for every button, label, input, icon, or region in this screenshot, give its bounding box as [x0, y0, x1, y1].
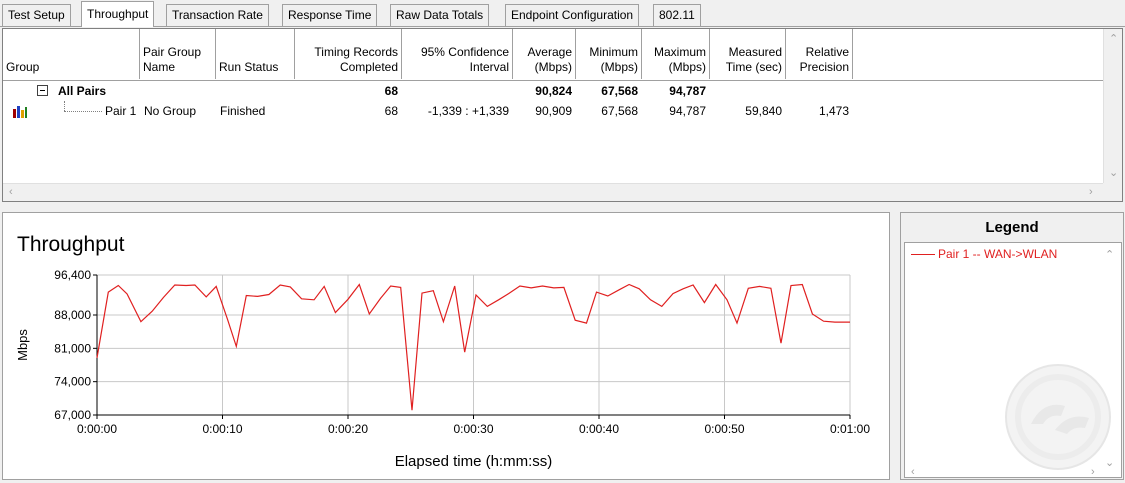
col-header-run-status[interactable]: Run Status — [216, 29, 295, 79]
legend-item-label: Pair 1 -- WAN->WLAN — [938, 247, 1058, 261]
tab-raw-data-totals[interactable]: Raw Data Totals — [390, 4, 490, 26]
col-header-label: Relative Precision — [799, 45, 849, 74]
y-tick-label: 96,400 — [54, 268, 91, 282]
y-tick-label: 81,000 — [54, 341, 91, 355]
tab-throughput[interactable]: Throughput — [81, 1, 155, 27]
cell-minimum: 67,568 — [601, 84, 638, 98]
x-tick-label: 0:00:10 — [202, 422, 242, 436]
cell-maximum: 94,787 — [669, 84, 706, 98]
col-header-maximum[interactable]: Maximum (Mbps) — [642, 29, 710, 79]
col-header-label: Timing Records Completed — [314, 45, 398, 74]
pair-chart-icon — [13, 106, 27, 118]
scroll-right-icon[interactable]: › — [1089, 186, 1093, 198]
cell-relative-precision: 1,473 — [818, 104, 849, 118]
tab-transaction-rate[interactable]: Transaction Rate — [166, 4, 269, 26]
y-tick-label: 67,000 — [54, 408, 91, 422]
vertical-scrollbar[interactable]: ⌃ ⌄ — [1103, 29, 1122, 184]
cell-average: 90,824 — [535, 84, 572, 98]
cell-group: All Pairs — [58, 84, 107, 98]
x-tick-label: 0:00:50 — [704, 422, 744, 436]
x-tick-label: 0:00:40 — [579, 422, 619, 436]
cell-pair-group-name: No Group — [144, 104, 197, 118]
legend-scroll-right-icon[interactable]: › — [1091, 466, 1095, 478]
scroll-down-icon[interactable]: ⌄ — [1109, 167, 1119, 179]
throughput-chart-panel: Throughput 96,400 88,000 81,000 74,000 67,00… — [2, 212, 890, 480]
legend-scroll-left-icon[interactable]: ‹ — [911, 466, 915, 478]
panel-splitter[interactable] — [0, 204, 1125, 210]
col-header-label: Maximum (Mbps) — [653, 45, 706, 74]
grid-header: Group Pair Group Name Run Status Timing … — [3, 29, 1103, 81]
table-row-all-pairs[interactable]: All Pairs 68 90,824 67,568 94,787 — [3, 81, 1103, 101]
cell-group: Pair 1 — [105, 104, 137, 118]
tree-connector — [64, 101, 65, 111]
col-header-label: Average (Mbps) — [527, 45, 572, 74]
cell-average: 90,909 — [535, 104, 572, 118]
watermark-logo — [1005, 364, 1111, 470]
table-row-pair-1[interactable]: Pair 1 No Group Finished 68 -1,339 : +1,… — [3, 101, 1103, 121]
cell-confidence-interval: -1,339 : +1,339 — [427, 104, 509, 118]
y-tick-label: 88,000 — [54, 308, 91, 322]
col-header-label: Measured Time (sec) — [725, 45, 782, 74]
legend-title: Legend — [985, 219, 1039, 236]
throughput-chart: 96,400 88,000 81,000 74,000 67,000 0:00:00 0:… — [15, 268, 870, 470]
x-tick-label: 0:00:20 — [328, 422, 368, 436]
cell-measured-time: 59,840 — [745, 104, 782, 118]
col-header-label: Minimum (Mbps) — [589, 45, 638, 74]
x-axis-label: Elapsed time (h:mm:ss) — [395, 453, 553, 470]
cell-timing-records: 68 — [384, 84, 398, 98]
y-tick-label: 74,000 — [54, 375, 91, 389]
col-header-label: 95% Confidence Interval — [420, 45, 509, 74]
x-tick-label: 0:00:00 — [77, 422, 117, 436]
col-header-label: Group — [6, 60, 40, 74]
scroll-up-icon[interactable]: ⌃ — [1109, 33, 1119, 45]
chart-title: Throughput — [17, 233, 125, 256]
scrollbar-corner — [1103, 183, 1122, 201]
col-header-confidence-interval[interactable]: 95% Confidence Interval — [402, 29, 513, 79]
tab-802-11[interactable]: 802.11 — [653, 4, 701, 26]
col-header-minimum[interactable]: Minimum (Mbps) — [576, 29, 642, 79]
legend-scroll-up-icon[interactable]: ⌃ — [1105, 249, 1115, 261]
legend-scroll-down-icon[interactable]: ⌄ — [1105, 457, 1115, 469]
tab-strip: Test Setup Throughput Transaction Rate R… — [0, 0, 1125, 27]
legend-swatch — [911, 254, 935, 256]
x-tick-label: 0:01:00 — [830, 422, 870, 436]
tab-endpoint-configuration[interactable]: Endpoint Configuration — [505, 4, 640, 26]
scroll-left-icon[interactable]: ‹ — [9, 186, 13, 198]
tab-response-time[interactable]: Response Time — [282, 4, 378, 26]
cell-maximum: 94,787 — [669, 104, 706, 118]
col-header-label: Pair Group Name — [143, 45, 202, 74]
cell-run-status: Finished — [220, 104, 266, 118]
cell-minimum: 67,568 — [601, 104, 638, 118]
col-header-group[interactable]: Group — [3, 29, 140, 79]
legend-item-pair-1[interactable]: Pair 1 -- WAN->WLAN — [911, 247, 1057, 261]
col-header-label: Run Status — [219, 60, 279, 74]
tab-test-setup[interactable]: Test Setup — [2, 4, 71, 26]
cell-timing-records: 68 — [384, 104, 398, 118]
x-tick-label: 0:00:30 — [453, 422, 493, 436]
tree-connector — [64, 111, 102, 112]
series-line-pair-1 — [96, 283, 850, 411]
y-axis-label: Mbps — [15, 329, 30, 361]
collapse-icon[interactable] — [37, 85, 48, 96]
col-header-average[interactable]: Average (Mbps) — [513, 29, 576, 79]
col-header-timing-records[interactable]: Timing Records Completed — [295, 29, 402, 79]
col-header-measured-time[interactable]: Measured Time (sec) — [710, 29, 786, 79]
col-header-pair-group-name[interactable]: Pair Group Name — [140, 29, 216, 79]
horizontal-scrollbar[interactable]: ‹ › — [3, 183, 1103, 201]
results-grid: Group Pair Group Name Run Status Timing … — [2, 28, 1123, 202]
col-header-relative-precision[interactable]: Relative Precision — [786, 29, 853, 79]
